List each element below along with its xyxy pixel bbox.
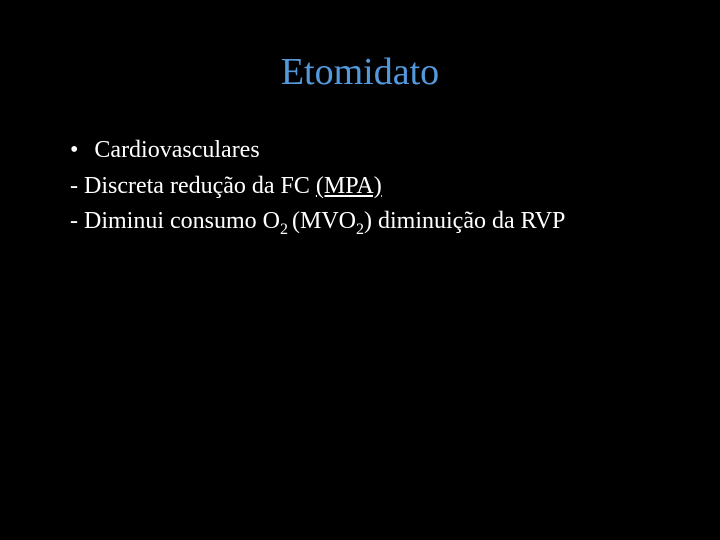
line1-prefix: - Discreta redução da FC <box>70 173 316 199</box>
line2-prefix: - Diminui consumo O <box>70 208 280 234</box>
dash-line-2: - Diminui consumo O2 (MVO2) diminuição d… <box>70 205 670 241</box>
dash-line-1: - Discreta redução da FC (MPA) <box>70 170 670 204</box>
bullet-cardiovasculares: • Cardiovasculares <box>70 134 670 168</box>
line2-sub1: 2 <box>280 221 292 238</box>
bullet-text: Cardiovasculares <box>94 134 259 168</box>
slide-container: Etomidato • Cardiovasculares - Discreta … <box>0 0 720 540</box>
line1-underlined: (MPA) <box>316 173 382 199</box>
bullet-marker: • <box>70 134 78 168</box>
slide-title: Etomidato <box>50 50 670 94</box>
line2-suffix: ) diminuição da RVP <box>364 208 565 234</box>
line2-mid: (MVO <box>292 208 356 234</box>
line2-sub2: 2 <box>356 221 364 238</box>
slide-content: • Cardiovasculares - Discreta redução da… <box>50 134 670 241</box>
